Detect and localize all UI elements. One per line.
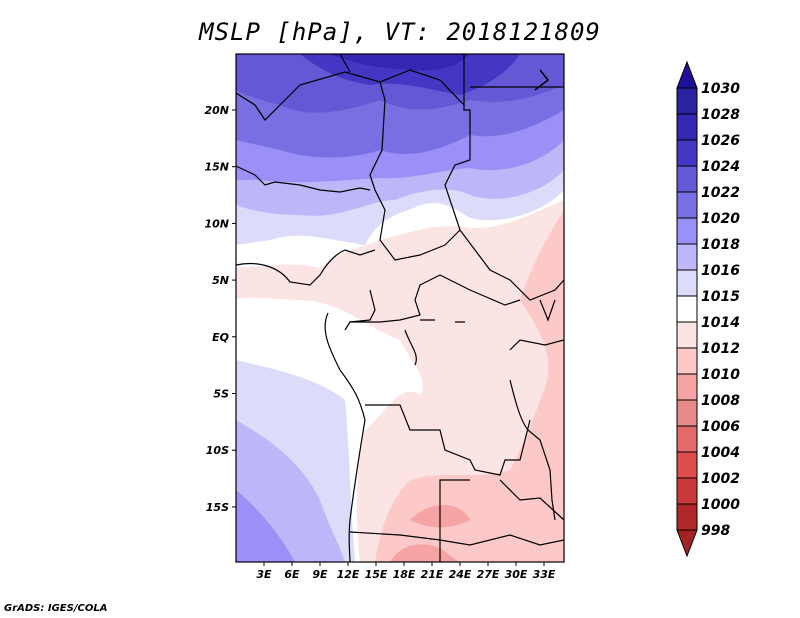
lat-tick-label: 10S [206, 444, 229, 457]
lat-tick-label: EQ [212, 331, 229, 344]
colorbar-label: 1002 [701, 471, 740, 487]
colorbar-bin [676, 243, 698, 271]
lon-tick-label: 18E [393, 568, 416, 581]
lon-tick-label: 21E [421, 568, 444, 581]
contour-1010-12 [375, 210, 564, 562]
colorbar-over-triangle [676, 60, 698, 89]
colorbar-bin [676, 113, 698, 141]
colorbar-label: 1004 [701, 445, 740, 461]
colorbar-label: 1008 [701, 393, 740, 409]
colorbar-label: 1010 [701, 367, 740, 383]
colorbar-label: 1026 [701, 133, 740, 149]
lon-tick-label: 33E [533, 568, 556, 581]
lat-tick-label: 15S [206, 501, 229, 514]
colorbar-bin [676, 269, 698, 297]
lon-tick-label: 12E [337, 568, 360, 581]
lat-tick-label: 10N [204, 217, 229, 230]
contour-1018-south [236, 490, 295, 562]
lon-tick-label: 24E [449, 568, 472, 581]
colorbar-label: 1016 [701, 263, 740, 279]
colorbar-label: 1024 [701, 159, 740, 175]
colorbar-bin [676, 191, 698, 219]
contour-1024 [300, 54, 520, 95]
lat-tick-label: 15N [204, 161, 229, 174]
colorbar-label: 1020 [701, 211, 740, 227]
colorbar-bin [676, 373, 698, 401]
lat-tick-label: 5S [213, 388, 229, 401]
colorbar-bin [676, 451, 698, 479]
colorbar: 1030 1028 1026 1024 1022 1020 1018 1016 1015 1014… [676, 60, 740, 558]
colorbar-label: 1030 [701, 81, 740, 97]
lon-tick-label: 6E [284, 568, 300, 581]
contour-1008-10 [390, 505, 470, 562]
colorbar-label: 1014 [701, 315, 740, 331]
colorbar-label: 1000 [701, 497, 740, 513]
axis-ticks: 3E 6E 9E 12E 15E 18E 21E 24E 27E 30E 33E 20N 15N 10N 5… [204, 104, 555, 581]
lat-tick-label: 5N [212, 274, 229, 287]
colorbar-bin [676, 347, 698, 375]
colorbar-bin [676, 217, 698, 245]
colorbar-bin [676, 477, 698, 505]
colorbar-label: 1018 [701, 237, 740, 253]
colorbar-under-triangle [676, 529, 698, 558]
colorbar-bin [676, 321, 698, 349]
colorbar-bin [676, 87, 698, 115]
plot-frame [235, 53, 565, 563]
colorbar-label: 1028 [701, 107, 740, 123]
colorbar-bin [676, 165, 698, 193]
colorbar-label: 998 [701, 523, 730, 539]
colorbar-bin [676, 425, 698, 453]
colorbar-bin [676, 295, 698, 323]
plot-title: MSLP [hPa], VT: 2018121809 [199, 18, 601, 46]
pressure-field [236, 54, 564, 562]
lat-tick-label: 20N [204, 104, 229, 117]
colorbar-label: 1015 [701, 289, 740, 305]
grads-credit: GrADS: IGES/COLA [4, 603, 108, 614]
lon-tick-label: 15E [365, 568, 388, 581]
colorbar-bin [676, 139, 698, 167]
lon-tick-label: 9E [312, 568, 328, 581]
colorbar-bin [676, 503, 698, 531]
country-borders [236, 54, 564, 562]
colorbar-label: 1022 [701, 185, 740, 201]
contour-1026 [330, 54, 470, 71]
lon-tick-label: 30E [505, 568, 528, 581]
colorbar-bin [676, 399, 698, 427]
colorbar-label: 1012 [701, 341, 740, 357]
colorbar-label: 1006 [701, 419, 740, 435]
lon-tick-label: 3E [256, 568, 272, 581]
lon-tick-label: 27E [477, 568, 500, 581]
